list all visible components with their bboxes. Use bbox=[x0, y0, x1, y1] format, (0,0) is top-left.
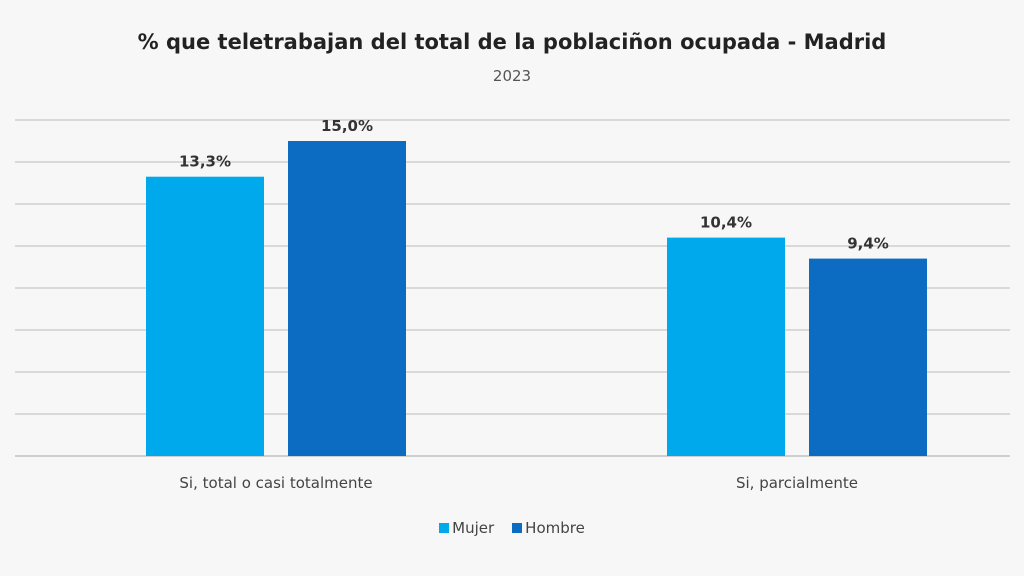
x-tick-label: Si, total o casi totalmente bbox=[179, 474, 372, 492]
chart-title: % que teletrabajan del total de la pobla… bbox=[137, 30, 887, 54]
data-label: 13,3% bbox=[179, 153, 231, 171]
legend-item-hombre[interactable]: Hombre bbox=[512, 519, 585, 537]
bar-hombre-0 bbox=[288, 141, 406, 456]
legend-label-mujer: Mujer bbox=[452, 519, 495, 537]
legend-item-mujer[interactable]: Mujer bbox=[439, 519, 494, 537]
bar-mujer-0 bbox=[146, 176, 264, 456]
data-label: 15,0% bbox=[321, 117, 373, 135]
legend: Mujer Hombre bbox=[0, 519, 1024, 537]
data-label: 9,4% bbox=[847, 235, 889, 253]
legend-swatch-hombre bbox=[512, 523, 523, 533]
chart-subtitle: 2023 bbox=[492, 67, 532, 85]
legend-swatch-mujer bbox=[439, 523, 450, 533]
legend-label-hombre: Hombre bbox=[525, 519, 585, 537]
bar-mujer-1 bbox=[667, 237, 785, 456]
data-label: 10,4% bbox=[700, 214, 752, 232]
bar-hombre-1 bbox=[809, 258, 927, 456]
x-tick-label: Si, parcialmente bbox=[736, 474, 858, 492]
